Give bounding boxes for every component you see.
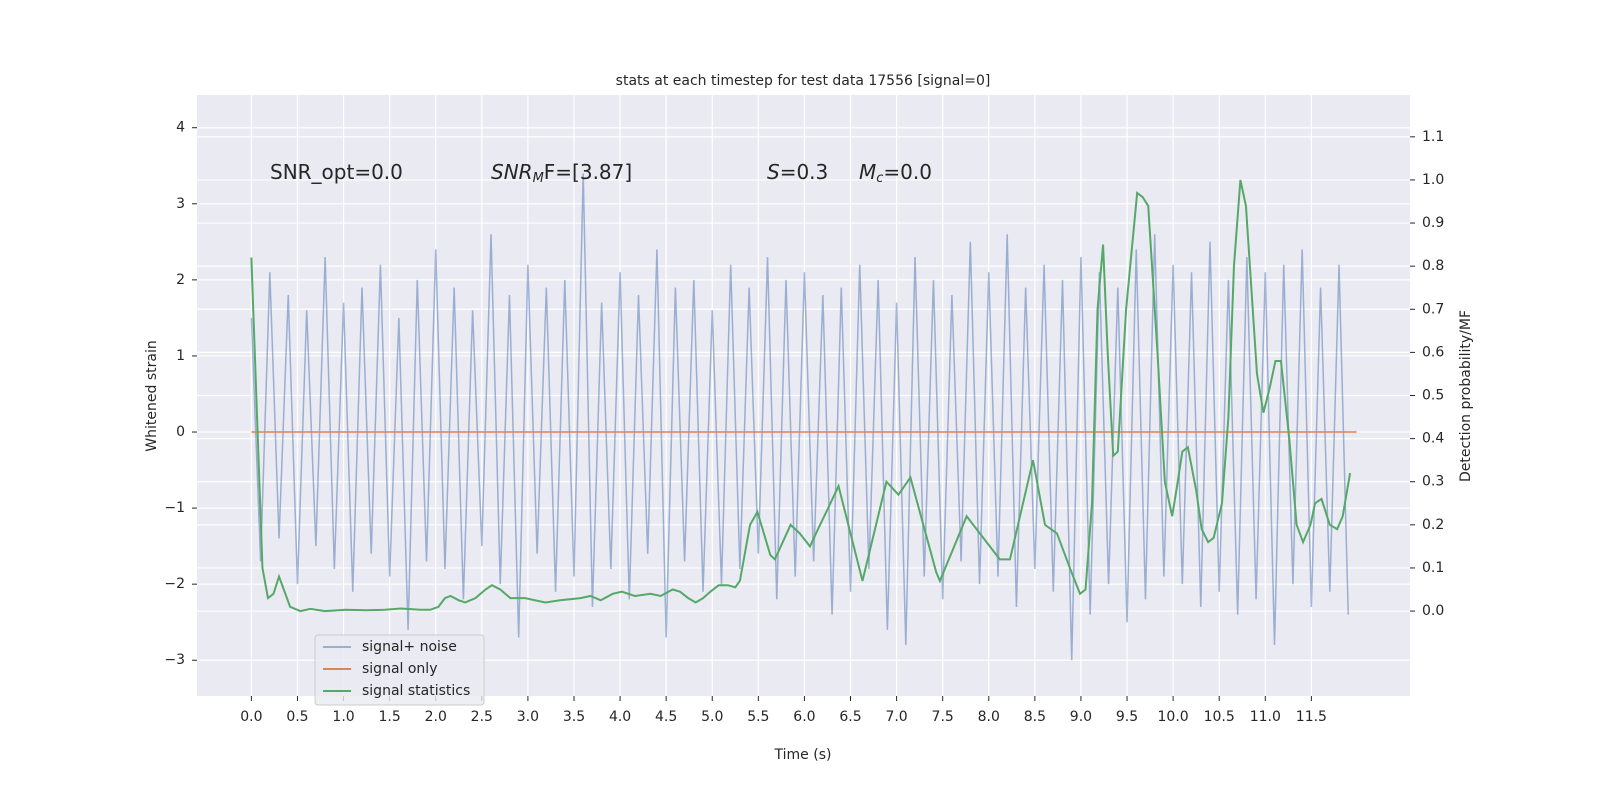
annotation: Mc=0.0 — [859, 160, 932, 186]
x-tick-label: 3.5 — [563, 709, 585, 725]
x-tick-label: 9.0 — [1070, 709, 1092, 725]
annotation-part: =0.3 — [780, 160, 829, 184]
y2-tick-label: 1.1 — [1422, 129, 1444, 145]
x-tick-label: 11.0 — [1250, 709, 1281, 725]
x-tick-label: 5.0 — [701, 709, 723, 725]
x-axis-label: Time (s) — [774, 747, 832, 763]
legend-label: signal statistics — [362, 683, 470, 699]
series-line — [250, 179, 1352, 613]
y2-tick-label: 0.3 — [1422, 474, 1444, 490]
y2-tick-label: 0.7 — [1422, 301, 1444, 317]
y2-tick-label: 0.6 — [1422, 344, 1444, 360]
x-tick-label: 7.5 — [932, 709, 954, 725]
y-tick-label: −2 — [164, 576, 185, 592]
annotation: SNRMF=[3.87] — [491, 160, 632, 186]
y2-tick-label: 0.5 — [1422, 388, 1444, 404]
y-tick-label: 2 — [176, 272, 185, 288]
y2-tick-label: 0.9 — [1422, 215, 1444, 231]
chart-title: stats at each timestep for test data 175… — [616, 73, 991, 89]
y-tick-label: 4 — [176, 120, 185, 136]
x-tick-label: 0.5 — [286, 709, 308, 725]
y-tick-label: 3 — [176, 196, 185, 212]
x-tick-label: 10.0 — [1158, 709, 1189, 725]
x-tick-label: 2.0 — [425, 709, 447, 725]
y-tick-label: −1 — [164, 500, 185, 516]
y2-tick-label: 0.8 — [1422, 258, 1444, 274]
x-tick-label: 8.0 — [978, 709, 1000, 725]
legend: signal+ noise signal only signal statistic… — [314, 634, 485, 706]
x-tick-label: 4.0 — [609, 709, 631, 725]
x-tick-label: 6.0 — [793, 709, 815, 725]
annotation-part: c — [876, 171, 883, 186]
x-tick-label: 7.0 — [885, 709, 907, 725]
y-tick-label: 0 — [176, 424, 185, 440]
x-tick-label: 10.5 — [1204, 709, 1235, 725]
y2-tick-label: 0.4 — [1422, 431, 1444, 447]
y2-tick-label: 0.2 — [1422, 517, 1444, 533]
x-tick-label: 5.5 — [747, 709, 769, 725]
annotation-part: SNR_opt=0.0 — [270, 160, 403, 184]
y2-tick-label: 1.0 — [1422, 172, 1444, 188]
x-tick-label: 1.5 — [379, 709, 401, 725]
x-tick-label: 4.5 — [655, 709, 677, 725]
x-tick-label: 1.0 — [332, 709, 354, 725]
x-tick-label: 3.0 — [517, 709, 539, 725]
y-tick-label: 1 — [176, 348, 185, 364]
legend-box — [314, 634, 485, 706]
annotation: SNR_opt=0.0 — [270, 160, 403, 184]
legend-label: signal+ noise — [362, 639, 457, 655]
y2-tick-label: 0.0 — [1422, 603, 1444, 619]
annotation-part: S — [767, 160, 780, 184]
y-tick-label: −3 — [164, 652, 185, 668]
y2-axis-label: Detection probability/MF — [1458, 310, 1474, 482]
x-tick-label: 2.5 — [471, 709, 493, 725]
x-tick-label: 11.5 — [1296, 709, 1327, 725]
annotation-part: =0.0 — [883, 160, 932, 184]
annotation-part: M — [533, 171, 544, 186]
annotation-part: SNR — [491, 160, 533, 184]
annotation: S=0.3 — [767, 160, 828, 184]
annotation-part: M — [859, 160, 876, 184]
annotation-part: F=[3.87] — [544, 160, 632, 184]
x-tick-label: 8.5 — [1024, 709, 1046, 725]
y-axis-label: Whitened strain — [144, 340, 160, 451]
x-tick-label: 0.0 — [240, 709, 262, 725]
legend-label: signal only — [362, 661, 437, 677]
y2-tick-label: 0.1 — [1422, 560, 1444, 576]
x-tick-label: 6.5 — [839, 709, 861, 725]
series-line — [250, 173, 1349, 661]
x-tick-label: 9.5 — [1116, 709, 1138, 725]
